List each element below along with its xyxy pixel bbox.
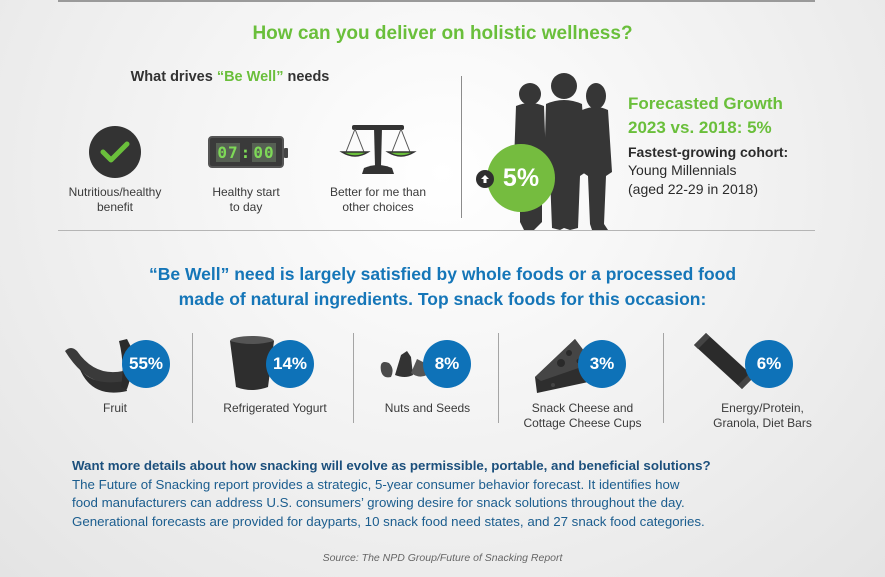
growth-badge: 5% bbox=[487, 144, 555, 212]
top-rule bbox=[58, 0, 815, 2]
percent-badge: 3% bbox=[578, 340, 626, 388]
percent-badge: 55% bbox=[122, 340, 170, 388]
driver-nutritious: Nutritious/healthy benefit bbox=[50, 122, 180, 215]
clock-hours: 07 bbox=[216, 142, 240, 162]
cta-question: Want more details about how snacking wil… bbox=[72, 458, 711, 473]
cta-line: food manufacturers can address U.S. cons… bbox=[72, 495, 685, 510]
yogurt-cup-icon bbox=[230, 336, 274, 390]
balance-scale-icon bbox=[339, 125, 417, 174]
percent-badge: 8% bbox=[423, 340, 471, 388]
driver-label: Better for me than bbox=[329, 185, 427, 199]
alarm-clock-icon: 07:00 bbox=[208, 136, 288, 168]
cohort-age: (aged 22-29 in 2018) bbox=[628, 181, 758, 197]
arrow-up-icon bbox=[476, 170, 494, 188]
drivers-title: What drives “Be Well” needs bbox=[80, 69, 380, 85]
driver-label: to day bbox=[229, 200, 263, 214]
cta-line: The Future of Snacking report provides a… bbox=[72, 476, 680, 492]
driver-label: benefit bbox=[96, 200, 134, 214]
snack-label: Cottage Cheese Cups bbox=[523, 416, 642, 430]
headline-line: “Be Well” need is largely satisfied by w… bbox=[148, 264, 737, 284]
driver-better-for-me: Better for me than other choices bbox=[313, 122, 443, 215]
snack-divider bbox=[663, 333, 664, 423]
snack-item-bars: 6% Energy/Protein, Granola, Diet Bars bbox=[690, 333, 840, 433]
snack-label: Energy/Protein, bbox=[721, 401, 804, 415]
snack-divider bbox=[353, 333, 354, 423]
driver-label: other choices bbox=[342, 200, 414, 214]
driver-healthy-start: 07:00 Healthy start to day bbox=[181, 122, 311, 215]
source-note: Source: The NPD Group/Future of Snacking… bbox=[322, 552, 563, 564]
percent-badge: 6% bbox=[745, 340, 793, 388]
snack-headline: “Be Well” need is largely satisfied by w… bbox=[0, 262, 885, 312]
snack-label: Granola, Diet Bars bbox=[713, 416, 812, 430]
clock-minutes: 00 bbox=[252, 142, 276, 162]
snack-item-nuts: 8% Nuts and Seeds bbox=[365, 333, 495, 433]
section-rule bbox=[58, 230, 815, 231]
drivers-title-highlight: “Be Well” bbox=[216, 69, 284, 85]
page-title: How can you deliver on holistic wellness… bbox=[252, 23, 633, 44]
headline-line: made of natural ingredients. Top snack f… bbox=[178, 289, 707, 309]
driver-label: Healthy start bbox=[212, 185, 280, 199]
check-circle-icon bbox=[89, 126, 141, 178]
cta-line: Generational forecasts are provided for … bbox=[72, 513, 705, 529]
percent-badge: 14% bbox=[266, 340, 314, 388]
cohort-value: Young Millennials bbox=[628, 162, 737, 178]
snack-divider bbox=[192, 333, 193, 423]
snack-item-fruit: 55% Fruit bbox=[55, 333, 190, 433]
driver-label: Nutritious/healthy bbox=[68, 185, 162, 199]
report-description: Want more details about how snacking wil… bbox=[72, 457, 832, 531]
cheese-icon bbox=[535, 339, 593, 393]
drivers-title-suffix: needs bbox=[283, 69, 330, 85]
snack-item-yogurt: 14% Refrigerated Yogurt bbox=[200, 333, 350, 433]
drivers-title-prefix: What drives bbox=[130, 69, 217, 85]
forecast-text: Forecasted Growth 2023 vs. 2018: 5% Fast… bbox=[628, 92, 868, 199]
snack-label: Refrigerated Yogurt bbox=[223, 401, 327, 415]
snack-label: Snack Cheese and bbox=[531, 401, 634, 415]
cohort-label: Fastest-growing cohort: bbox=[628, 144, 789, 160]
forecast-heading-value: 2023 vs. 2018: 5% bbox=[628, 118, 772, 137]
forecast-heading: Forecasted Growth bbox=[628, 94, 783, 113]
snack-divider bbox=[498, 333, 499, 423]
snack-item-cheese: 3% Snack Cheese and Cottage Cheese Cups bbox=[515, 333, 655, 433]
section-divider bbox=[461, 76, 462, 218]
snack-label: Nuts and Seeds bbox=[384, 401, 471, 415]
snack-label: Fruit bbox=[103, 401, 127, 415]
